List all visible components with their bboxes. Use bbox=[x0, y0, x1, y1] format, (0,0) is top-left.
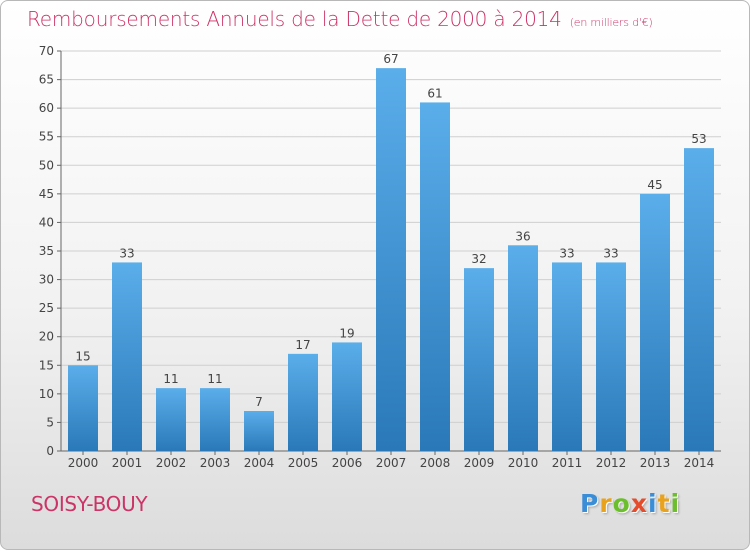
data-label-2001: 33 bbox=[119, 246, 134, 260]
x-tick-label-2009: 2009 bbox=[464, 456, 495, 470]
x-tick-label-2002: 2002 bbox=[156, 456, 187, 470]
x-tick-label-2008: 2008 bbox=[420, 456, 451, 470]
bar-2002 bbox=[156, 388, 186, 451]
data-label-2000: 15 bbox=[75, 349, 90, 363]
y-tick-label: 40 bbox=[39, 215, 54, 229]
y-tick-labels: 0 5 10 15 20 25 30 35 40 45 50 55 60 65 70 bbox=[39, 44, 54, 458]
x-tick-label-2007: 2007 bbox=[376, 456, 407, 470]
data-label-2007: 67 bbox=[383, 52, 398, 66]
data-label-2002: 11 bbox=[163, 372, 178, 386]
bar-2006 bbox=[332, 342, 362, 451]
bar-2000 bbox=[68, 365, 98, 451]
y-tick-label: 15 bbox=[39, 358, 54, 372]
y-tick-label: 30 bbox=[39, 273, 54, 287]
bar-2004 bbox=[244, 411, 274, 451]
bar-2007 bbox=[376, 68, 406, 452]
x-tick-label-2014: 2014 bbox=[684, 456, 715, 470]
data-label-2014: 53 bbox=[691, 132, 706, 146]
chart-unit: (en milliers d'€) bbox=[569, 16, 653, 29]
y-tick-label: 5 bbox=[46, 415, 54, 429]
bar-2014 bbox=[684, 148, 714, 451]
data-label-2010: 36 bbox=[515, 229, 530, 243]
y-tick-label: 70 bbox=[39, 44, 54, 58]
x-tick-label-2011: 2011 bbox=[552, 456, 583, 470]
x-tick-label-2013: 2013 bbox=[640, 456, 671, 470]
data-label-2009: 32 bbox=[471, 252, 486, 266]
y-tick-label: 20 bbox=[39, 330, 54, 344]
bar-2011 bbox=[552, 262, 582, 451]
x-tick-label-2004: 2004 bbox=[244, 456, 275, 470]
data-label-2004: 7 bbox=[255, 395, 263, 409]
y-tick-label: 0 bbox=[46, 444, 54, 458]
chart-title-text: Remboursements Annuels de la Dette de 20… bbox=[27, 7, 562, 31]
y-tick-label: 65 bbox=[39, 73, 54, 87]
data-label-2008: 61 bbox=[427, 86, 442, 100]
x-tick-label-2003: 2003 bbox=[200, 456, 231, 470]
bar-2001 bbox=[112, 262, 142, 451]
x-tick-label-2006: 2006 bbox=[332, 456, 363, 470]
proxiti-logo: Proxiti bbox=[580, 489, 681, 518]
y-tick-label: 35 bbox=[39, 244, 54, 258]
x-tick-label-2005: 2005 bbox=[288, 456, 319, 470]
y-tick-label: 25 bbox=[39, 301, 54, 315]
chart-title: Remboursements Annuels de la Dette de 20… bbox=[27, 7, 653, 31]
y-tick-label: 60 bbox=[39, 101, 54, 115]
x-tick-labels: 2000 2001 2002 2003 2004 2005 2006 2007 2008 2009… bbox=[68, 456, 715, 470]
y-tick-label: 50 bbox=[39, 158, 54, 172]
x-tick-label-2000: 2000 bbox=[68, 456, 99, 470]
bar-2012 bbox=[596, 262, 626, 451]
data-label-2005: 17 bbox=[295, 338, 310, 352]
bar-2005 bbox=[288, 353, 318, 451]
bar-2008 bbox=[420, 102, 450, 451]
x-tick-label-2012: 2012 bbox=[596, 456, 627, 470]
y-tick-label: 45 bbox=[39, 187, 54, 201]
data-label-2013: 45 bbox=[647, 178, 662, 192]
bar-2010 bbox=[508, 245, 538, 451]
data-label-2012: 33 bbox=[603, 246, 618, 260]
bars bbox=[68, 68, 714, 452]
bar-2003 bbox=[200, 388, 230, 451]
bar-2013 bbox=[640, 193, 670, 451]
data-label-2011: 33 bbox=[559, 246, 574, 260]
y-tick-label: 55 bbox=[39, 130, 54, 144]
bar-2009 bbox=[464, 268, 494, 451]
commune-name: SOISY-BOUY bbox=[31, 492, 148, 516]
data-labels: 15 33 11 11 7 17 19 67 61 32 36 33 33 45 53 bbox=[75, 52, 706, 409]
y-tick-label: 10 bbox=[39, 387, 54, 401]
x-tick-label-2001: 2001 bbox=[112, 456, 143, 470]
data-label-2003: 11 bbox=[207, 372, 222, 386]
x-tick-label-2010: 2010 bbox=[508, 456, 539, 470]
data-label-2006: 19 bbox=[339, 326, 354, 340]
